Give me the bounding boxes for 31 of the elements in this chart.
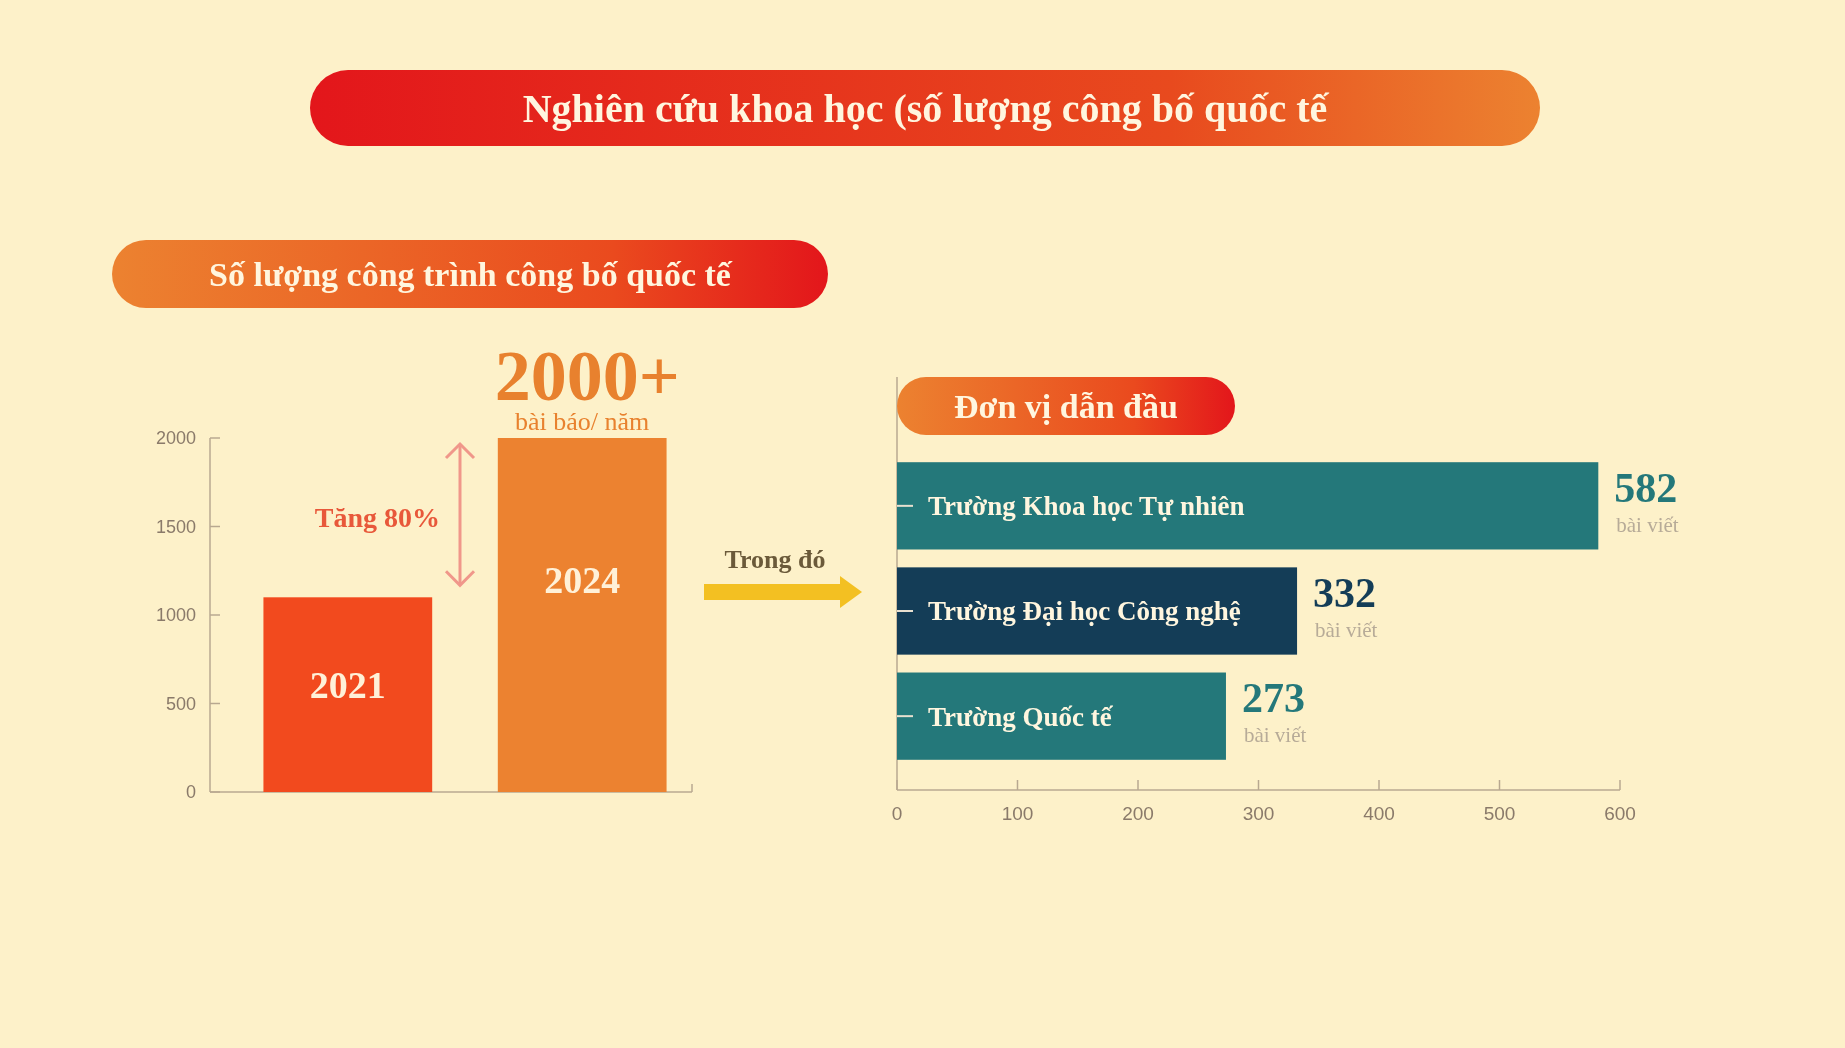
bar — [897, 672, 1226, 760]
y-tick-label: 0 — [185, 782, 196, 803]
text: Trong đó — [724, 545, 826, 574]
y-tick-label: 1000 — [155, 605, 196, 626]
x-tick-label: 400 — [1363, 803, 1395, 824]
data-label: 332 — [1313, 570, 1377, 616]
data-label: 582 — [1614, 464, 1678, 511]
chart-subtitle: Số lượng công trình công bố quốc tế — [209, 255, 733, 293]
chart-title: Đơn vị dẫn đầu — [954, 387, 1178, 425]
y-tick-label: 2000 — [155, 428, 196, 449]
y-tick-label: Trường Quốc tế — [928, 701, 1114, 732]
data-label: 273 — [1241, 675, 1305, 722]
y-tick-label: 1500 — [155, 516, 196, 537]
x-tick-label: 600 — [1604, 803, 1636, 824]
x-tick-label: 2024 — [544, 558, 621, 601]
annotation: bài viết — [1243, 723, 1307, 748]
annotation: bài viết — [1315, 618, 1378, 642]
x-tick-label: 2021 — [309, 664, 386, 707]
bar — [897, 462, 1599, 550]
text: Nghiên cứu khoa học (số lượng công bố quốc tế — [522, 86, 1330, 131]
y-tick-label: Trường Khoa học Tự nhiên — [928, 491, 1245, 522]
x-tick-label: 0 — [891, 803, 903, 824]
x-tick-label: 200 — [1122, 803, 1154, 824]
y-tick-label: 500 — [165, 693, 196, 714]
annotation: bài viết — [1616, 512, 1679, 537]
x-tick-label: 100 — [1001, 803, 1034, 824]
bar — [897, 567, 1298, 655]
x-tick-label: 300 — [1242, 803, 1275, 824]
x-tick-label: 500 — [1483, 803, 1516, 824]
y-tick-label: Trường Đại học Công nghệ — [928, 596, 1241, 627]
annotation: Tăng 80% — [314, 502, 440, 534]
